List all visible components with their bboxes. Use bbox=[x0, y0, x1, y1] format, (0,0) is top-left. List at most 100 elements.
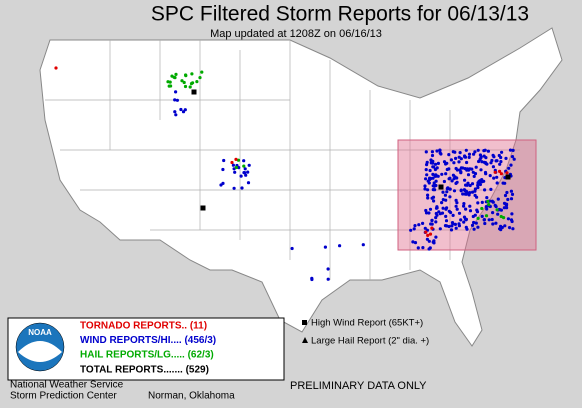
report-dot bbox=[416, 246, 420, 250]
report-dot bbox=[234, 157, 238, 161]
report-dot bbox=[455, 201, 459, 205]
report-dot bbox=[480, 200, 484, 204]
report-dot bbox=[428, 232, 433, 236]
report-dot bbox=[411, 240, 415, 244]
report-dot bbox=[442, 179, 446, 184]
report-dot bbox=[239, 174, 243, 178]
report-dot bbox=[499, 160, 503, 164]
report-dot bbox=[231, 163, 235, 167]
report-dot bbox=[166, 80, 170, 84]
report-dot bbox=[435, 205, 439, 209]
report-dot bbox=[429, 222, 433, 226]
high-wind-dot bbox=[438, 184, 444, 190]
report-dot bbox=[455, 180, 459, 184]
report-dot bbox=[447, 209, 451, 213]
report-dot bbox=[512, 157, 516, 161]
report-dot bbox=[451, 222, 455, 226]
report-dot bbox=[183, 84, 188, 89]
report-dot bbox=[467, 152, 472, 156]
report-dot bbox=[448, 176, 452, 180]
report-dot bbox=[465, 191, 469, 195]
report-dot bbox=[486, 199, 490, 203]
report-dot bbox=[486, 149, 490, 153]
report-dot bbox=[455, 207, 459, 211]
report-dot bbox=[474, 165, 478, 169]
subtitle: Map updated at 1208Z on 06/16/13 bbox=[210, 28, 382, 40]
report-dot bbox=[508, 148, 513, 152]
report-dot bbox=[498, 227, 502, 231]
report-dot bbox=[457, 222, 461, 226]
report-dot bbox=[190, 72, 194, 76]
report-dot bbox=[434, 173, 438, 177]
report-dot bbox=[464, 148, 468, 152]
report-dot bbox=[338, 244, 342, 248]
report-dot bbox=[421, 246, 425, 250]
title: SPC Filtered Storm Reports for 06/13/13 bbox=[151, 3, 529, 26]
report-dot bbox=[457, 160, 461, 164]
report-dot bbox=[491, 165, 495, 169]
report-dot bbox=[504, 156, 508, 160]
report-dot bbox=[182, 80, 186, 85]
report-dot bbox=[438, 151, 442, 155]
report-dot bbox=[506, 217, 510, 221]
report-dot bbox=[436, 161, 440, 165]
report-dot bbox=[443, 193, 447, 197]
report-dot bbox=[441, 198, 445, 202]
report-dot bbox=[310, 277, 314, 282]
report-dot bbox=[424, 208, 428, 213]
report-dot bbox=[243, 171, 247, 175]
report-dot bbox=[493, 203, 497, 207]
report-dot bbox=[445, 187, 449, 191]
report-dot bbox=[488, 174, 492, 178]
report-dot bbox=[462, 220, 466, 224]
legend-item: WIND REPORTS/HI.... (456/3) bbox=[80, 335, 216, 346]
report-dot bbox=[434, 235, 438, 239]
report-dot bbox=[430, 218, 434, 223]
report-dot bbox=[180, 79, 184, 83]
report-dot bbox=[426, 179, 430, 183]
report-dot bbox=[476, 185, 480, 190]
report-dot bbox=[170, 74, 174, 78]
high-wind-dot bbox=[200, 205, 206, 211]
report-dot bbox=[432, 181, 436, 185]
report-dot bbox=[426, 188, 430, 192]
report-dot bbox=[440, 172, 444, 176]
report-dot bbox=[499, 172, 503, 176]
report-dot bbox=[222, 158, 226, 163]
report-dot bbox=[413, 241, 418, 245]
report-dot bbox=[495, 208, 499, 212]
report-dot bbox=[510, 219, 514, 224]
report-dot bbox=[441, 206, 445, 210]
report-dot bbox=[442, 160, 447, 164]
report-dot bbox=[184, 73, 188, 77]
report-dot bbox=[54, 66, 58, 70]
report-dot bbox=[428, 207, 433, 211]
report-dot bbox=[424, 177, 428, 181]
report-dot bbox=[237, 166, 241, 170]
report-dot bbox=[479, 168, 483, 172]
report-dot bbox=[234, 165, 238, 170]
report-dot bbox=[487, 203, 491, 207]
report-dot bbox=[412, 227, 416, 231]
report-dot bbox=[475, 208, 479, 212]
report-dot bbox=[459, 170, 463, 174]
report-dot bbox=[470, 190, 475, 194]
report-dot bbox=[485, 207, 489, 211]
report-dot bbox=[455, 168, 459, 172]
report-dot bbox=[423, 187, 427, 191]
report-dot bbox=[427, 239, 431, 243]
report-dot bbox=[428, 168, 432, 173]
report-dot bbox=[447, 224, 451, 229]
report-dot bbox=[480, 160, 484, 164]
report-dot bbox=[472, 174, 476, 178]
report-dot bbox=[465, 227, 469, 231]
report-dot bbox=[498, 162, 502, 166]
report-dot bbox=[444, 219, 449, 223]
report-dot bbox=[200, 70, 204, 74]
report-dot bbox=[449, 158, 453, 162]
report-dot bbox=[483, 221, 487, 226]
report-dot bbox=[432, 199, 436, 203]
report-dot bbox=[236, 158, 241, 162]
report-dot bbox=[173, 110, 177, 114]
